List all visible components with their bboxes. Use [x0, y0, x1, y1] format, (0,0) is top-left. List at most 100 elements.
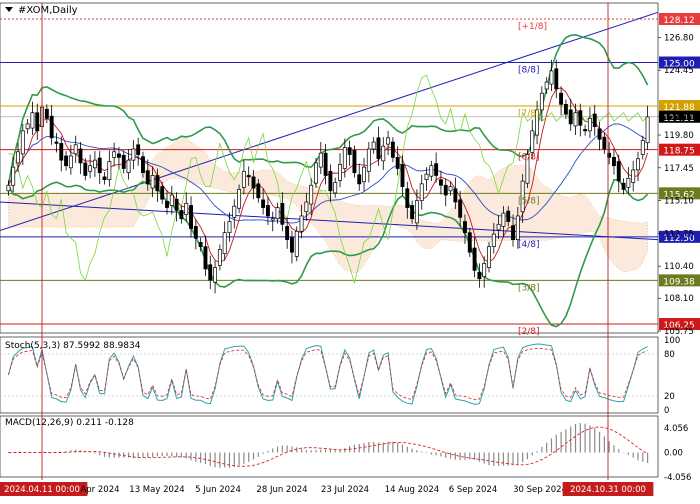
price-tick-label-0: 126.80: [664, 33, 694, 43]
candle-body-97: [472, 247, 477, 271]
candle-body-13: [68, 155, 73, 169]
candle-body-96: [467, 232, 472, 253]
candle-body-29: [145, 170, 150, 185]
candle-body-111: [539, 92, 544, 111]
candle-body-11: [59, 143, 64, 161]
candle-body-16: [83, 162, 88, 176]
chart-title: #XOM,Daily: [18, 5, 78, 16]
candle-body-48: [237, 189, 242, 209]
candle-body-95: [463, 221, 467, 234]
candle-body-54: [265, 205, 270, 217]
price-tick-label-5: 115.10: [664, 197, 694, 207]
stochastic-panel-frame: [0, 336, 659, 414]
candle-body-119: [578, 110, 583, 126]
price-tick-label-3: 119.80: [664, 131, 694, 141]
candle-body-60: [294, 230, 299, 257]
date-label-1: Apr 2024: [80, 485, 119, 495]
level-tag-6: 109.38: [663, 277, 695, 287]
candle-body-24: [121, 154, 126, 169]
candle-body-90: [438, 179, 443, 186]
level-tag-bg-6: [659, 274, 700, 287]
chart-title-group: #XOM,Daily: [5, 5, 78, 16]
cloud-area: [8, 136, 648, 274]
candle-body-64: [314, 162, 318, 184]
level-tag-bg-4: [659, 187, 700, 200]
candle-body-63: [309, 184, 314, 205]
level-label-3: [6/8]: [518, 153, 540, 163]
macd-tick-2: -4.056: [664, 473, 691, 483]
candle-body-104: [506, 210, 511, 222]
candle-body-59: [290, 237, 294, 253]
candle-body-91: [443, 184, 448, 196]
candle-body-103: [501, 212, 506, 227]
candle-body-9: [49, 115, 54, 139]
macd-tick-0: 4.056: [664, 424, 688, 434]
candle-body-43: [213, 267, 218, 283]
candle-body-100: [487, 246, 491, 268]
price-tick-label-7: 110.40: [664, 262, 694, 272]
candle-body-56: [275, 207, 280, 220]
candle-body-110: [535, 109, 540, 136]
level-tag-1: 125.00: [663, 60, 695, 70]
candle-body-85: [414, 200, 419, 224]
date-label-2: 13 May 2024: [129, 485, 184, 495]
moving-average-blue: [8, 123, 648, 224]
candle-body-99: [482, 263, 487, 277]
candle-body-107: [520, 180, 525, 213]
candle-body-113: [549, 70, 554, 85]
date-label-6: 14 Aug 2024: [385, 485, 439, 495]
candle-body-32: [160, 186, 165, 200]
candle-body-20: [102, 176, 107, 181]
upper-trendline: [0, 11, 659, 232]
candle-body-132: [640, 140, 645, 155]
candle-body-10: [54, 141, 59, 144]
candle-body-51: [251, 176, 256, 189]
candle-body-114: [554, 68, 559, 90]
candle-body-4: [25, 123, 30, 130]
candle-body-72: [352, 150, 357, 174]
candlestick-series[interactable]: [6, 59, 650, 294]
price-tick-label-1: 124.45: [664, 66, 694, 76]
level-label-5: [4/8]: [518, 240, 540, 250]
candle-body-0: [6, 184, 11, 192]
candle-body-116: [563, 104, 568, 115]
candle-body-93: [453, 188, 458, 203]
bollinger-bands: [7, 33, 649, 328]
candle-body-71: [347, 147, 352, 155]
level-tag-7: 106.25: [663, 321, 695, 331]
candle-body-80: [390, 141, 395, 158]
candle-body-12: [64, 155, 69, 167]
candle-body-31: [155, 175, 160, 192]
stoch-tick-2: 20: [664, 392, 675, 402]
level-label-0: [+1/8]: [518, 22, 547, 32]
candle-body-68: [333, 182, 338, 194]
candle-body-73: [357, 174, 362, 185]
date-tag-bg-0: [0, 482, 88, 496]
candle-body-39: [193, 226, 198, 239]
candle-body-108: [525, 154, 530, 184]
candle-body-57: [280, 203, 285, 225]
vertical-markers[interactable]: [41, 3, 609, 480]
candle-body-76: [371, 141, 376, 150]
candle-body-15: [78, 148, 83, 164]
level-label-7: [2/8]: [518, 327, 540, 337]
level-tag-bg-2: [659, 100, 700, 113]
candle-body-41: [203, 246, 208, 270]
candle-body-92: [448, 186, 453, 192]
candle-body-25: [126, 159, 131, 174]
level-label-1: [8/8]: [518, 66, 540, 76]
level-labels: [+1/8] [8/8] [7/8] [6/8] [5/8] [4/8] [3/8] [2/8…: [518, 22, 547, 337]
candle-body-26: [131, 148, 136, 161]
stoch-tick-3: 0: [664, 406, 669, 416]
date-label-9: 2024.10.31 00:00: [570, 485, 646, 495]
candle-body-87: [424, 173, 429, 181]
ichimoku-cloud: [8, 136, 648, 274]
level-tag-3: 118.75: [663, 147, 695, 157]
collapse-triangle-icon[interactable]: [5, 7, 13, 12]
candle-body-123: [597, 128, 602, 140]
stochastic-label: Stoch(5,3,3) 87.5992 88.9834: [5, 341, 141, 351]
candle-body-130: [631, 169, 636, 183]
candle-body-77: [376, 137, 381, 160]
